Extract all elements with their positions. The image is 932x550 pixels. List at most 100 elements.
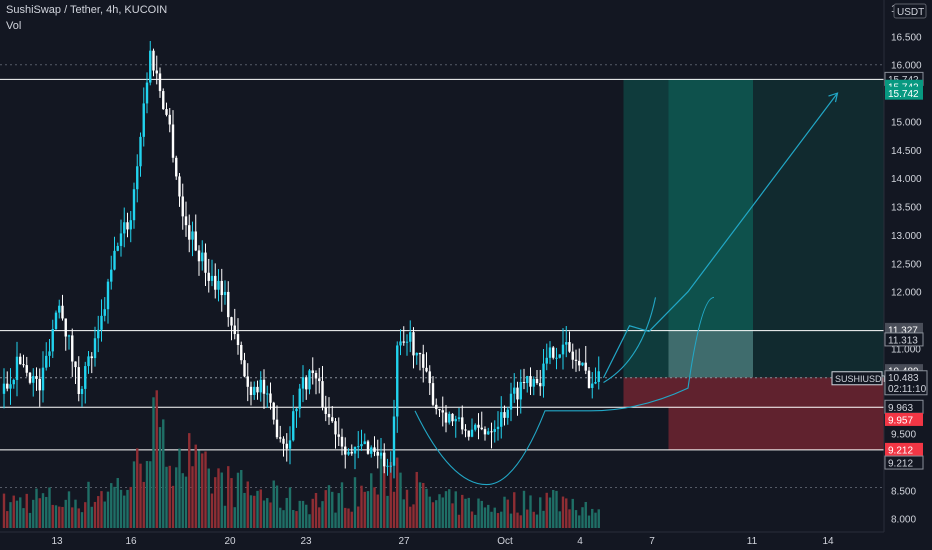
- candle-body: [110, 269, 113, 282]
- candle-body: [217, 280, 220, 290]
- candle-body: [448, 413, 451, 423]
- candle-body: [207, 272, 210, 281]
- candle-body: [97, 329, 100, 339]
- candle-body: [58, 305, 61, 313]
- volume-bar: [558, 511, 561, 528]
- candle-body: [25, 365, 28, 373]
- volume-bar: [584, 501, 587, 528]
- volume-bar: [464, 498, 467, 528]
- volume-bar: [259, 489, 262, 528]
- volume-bar: [97, 496, 100, 528]
- candle-body: [103, 309, 106, 316]
- volume-bar: [428, 496, 431, 528]
- candle-body: [158, 73, 162, 92]
- symbol-label[interactable]: [831, 371, 883, 386]
- volume-bar: [106, 491, 110, 528]
- volume-bar: [12, 495, 15, 528]
- price-axis-tick: 13.000: [891, 231, 922, 242]
- volume-bar: [353, 477, 357, 528]
- volume-bar: [6, 511, 9, 528]
- candle-body: [106, 281, 110, 310]
- price-tag[interactable]: [885, 442, 923, 456]
- candle-body: [243, 360, 246, 377]
- price-axis-tick: 13.500: [891, 203, 922, 214]
- candle-body: [558, 354, 561, 358]
- candle-body: [314, 373, 318, 379]
- candle-body: [389, 465, 392, 467]
- target-zone-extension[interactable]: [753, 79, 884, 378]
- overlap-zone: [668, 330, 753, 378]
- volume-bar: [340, 482, 344, 528]
- sketch-curve[interactable]: [414, 296, 715, 486]
- candle-body: [197, 250, 201, 262]
- volume-bar: [532, 511, 535, 528]
- volume-bar: [288, 487, 292, 528]
- candle-body: [467, 430, 470, 437]
- candle-body: [334, 421, 337, 435]
- candle-body: [145, 82, 149, 104]
- currency-badge[interactable]: [893, 3, 927, 19]
- volume-bar: [145, 461, 149, 528]
- candle-body: [584, 362, 587, 371]
- volume-bar: [223, 505, 227, 528]
- volume-bar: [344, 507, 347, 528]
- last-price-tag[interactable]: [884, 370, 928, 396]
- target-zone[interactable]: [623, 79, 669, 378]
- volume-bar: [470, 511, 474, 528]
- sketch-curve-branch[interactable]: [603, 297, 657, 383]
- candle-body: [574, 359, 578, 361]
- price-axis-tick: 16.500: [891, 32, 922, 43]
- candle-body: [168, 114, 171, 125]
- candle-body: [425, 367, 428, 372]
- candle-body: [474, 424, 477, 430]
- price-tag[interactable]: [885, 86, 923, 100]
- volume-bar: [308, 514, 311, 528]
- price-axis-tick: 14.500: [891, 146, 922, 157]
- volume-bar: [217, 468, 220, 528]
- candle-body: [184, 216, 188, 226]
- target-zone-highlight[interactable]: [668, 79, 754, 378]
- price-tag[interactable]: [884, 332, 924, 347]
- volume-bar: [324, 490, 327, 528]
- candle-body: [357, 446, 360, 448]
- candle-body: [431, 383, 435, 405]
- candle-body: [513, 387, 516, 394]
- price-tag[interactable]: [884, 455, 924, 470]
- projection-arrow[interactable]: [602, 92, 838, 379]
- candle-body: [454, 418, 457, 422]
- candle-body: [392, 416, 396, 466]
- candle-body: [142, 103, 145, 137]
- candle-body: [48, 351, 51, 356]
- volume-bar: [269, 502, 272, 528]
- candle-body: [438, 409, 441, 411]
- stop-zone[interactable]: [623, 377, 669, 408]
- candle-body: [171, 124, 175, 158]
- candle-body: [71, 335, 74, 362]
- volume-bar: [272, 480, 275, 528]
- volume-bar: [25, 493, 28, 528]
- volume-bar: [32, 499, 35, 528]
- candle-body: [535, 379, 539, 384]
- candle-body: [597, 371, 600, 382]
- time-axis-tick: 16: [125, 536, 137, 547]
- volume-bar: [178, 448, 181, 528]
- candle-body: [74, 361, 77, 368]
- time-axis-tick: 20: [224, 536, 236, 547]
- volume-bar: [461, 494, 464, 528]
- volume-bar: [467, 497, 470, 528]
- candle-body: [35, 376, 38, 379]
- volume-bar: [363, 491, 366, 528]
- volume-bar: [444, 491, 448, 528]
- volume-bar: [496, 513, 500, 528]
- price-tag[interactable]: [885, 412, 923, 426]
- candle-body: [509, 393, 513, 410]
- time-axis-tick: 23: [300, 536, 312, 547]
- candle-body: [318, 378, 321, 382]
- volume-indicator-label[interactable]: Vol: [6, 20, 22, 32]
- stop-zone-wide[interactable]: [668, 377, 885, 450]
- candle-body: [360, 444, 363, 447]
- candle-body: [256, 386, 259, 393]
- candle-body: [119, 233, 123, 246]
- candle-body: [149, 50, 152, 83]
